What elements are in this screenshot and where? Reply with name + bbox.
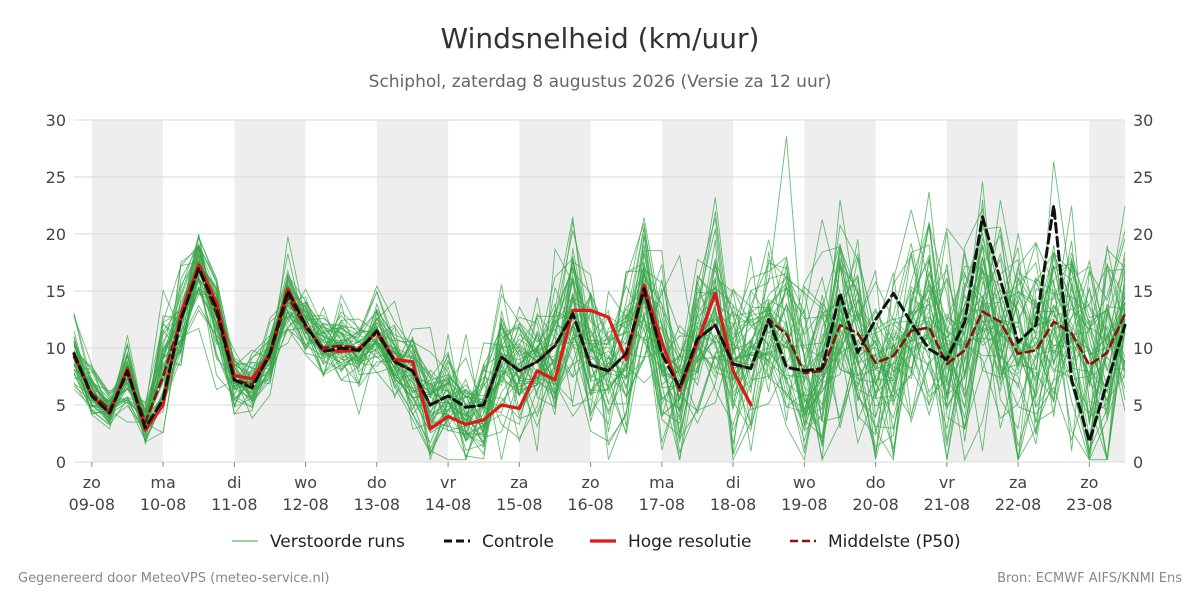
x-tick-date: 19-08 — [781, 495, 828, 514]
x-tick-day: wo — [793, 473, 816, 492]
x-tick-day: za — [510, 473, 528, 492]
ensemble-member-line — [73, 258, 1126, 442]
ensemble-member-line — [73, 200, 1126, 442]
chart-subtitle: Schiphol, zaterdag 8 augustus 2026 (Vers… — [368, 72, 832, 92]
chart-title: Windsnelheid (km/uur) — [440, 22, 760, 55]
x-tick-day: do — [367, 473, 387, 492]
gridlines — [74, 119, 1125, 463]
x-tick-day: ma — [649, 473, 674, 492]
y-tick-label-left: 30 — [46, 111, 66, 130]
y-tick-label-left: 0 — [56, 453, 66, 472]
y-axis-right: 0 5 10 15 20 25 30 — [1133, 111, 1153, 472]
y-tick-label-right: 15 — [1133, 282, 1153, 301]
x-tick-date: 10-08 — [140, 495, 187, 514]
footer-source: Bron: ECMWF AIFS/KNMI Ens — [997, 571, 1182, 586]
y-tick-label-right: 30 — [1133, 111, 1153, 130]
x-tick-day: vr — [440, 473, 456, 492]
x-tick-date: 23-08 — [1066, 495, 1113, 514]
x-axis: zo 09-08 ma 10-08 di 11-08 wo 12-08 do 13-08 vr 14-… — [69, 462, 1113, 514]
ensemble-member-line — [73, 244, 1126, 449]
x-tick-date: 17-08 — [639, 495, 686, 514]
y-tick-label-right: 5 — [1133, 396, 1143, 415]
ensemble-member-line — [73, 199, 1126, 460]
x-tick-date: 22-08 — [995, 495, 1042, 514]
ensemble-member-line — [73, 227, 1126, 460]
ensemble-member-line — [73, 244, 1126, 461]
median-line — [72, 266, 1127, 424]
x-tick-day: di — [227, 473, 242, 492]
legend-label-median: Middelste (P50) — [828, 532, 961, 552]
y-tick-label-left: 20 — [46, 225, 66, 244]
x-tick-date: 11-08 — [211, 495, 258, 514]
x-tick-date: 18-08 — [710, 495, 757, 514]
x-tick-day: za — [1009, 473, 1027, 492]
x-tick-day: do — [866, 473, 886, 492]
legend-label-control: Controle — [482, 532, 554, 552]
y-tick-label-right: 20 — [1133, 225, 1153, 244]
ensemble-member-line — [73, 205, 1126, 460]
x-tick-day: di — [726, 473, 741, 492]
y-tick-label-right: 10 — [1133, 339, 1153, 358]
x-tick-day: vr — [939, 473, 955, 492]
x-tick-day: zo — [1080, 473, 1098, 492]
legend: Verstoorde runs Controle Hoge resolutie Mid… — [232, 532, 961, 552]
ensemble-member-line — [73, 263, 1126, 439]
y-tick-label-left: 5 — [56, 396, 66, 415]
x-tick-date: 12-08 — [282, 495, 329, 514]
y-tick-label-left: 10 — [46, 339, 66, 358]
y-tick-label-left: 25 — [46, 168, 66, 187]
x-tick-date: 16-08 — [567, 495, 614, 514]
x-tick-date: 14-08 — [425, 495, 472, 514]
x-tick-date: 21-08 — [924, 495, 971, 514]
y-tick-label-left: 15 — [46, 282, 66, 301]
control-line — [72, 204, 1127, 443]
x-tick-date: 13-08 — [354, 495, 401, 514]
x-tick-date: 09-08 — [69, 495, 116, 514]
x-tick-day: zo — [83, 473, 101, 492]
ensemble-member-line — [73, 245, 1126, 452]
x-tick-date: 15-08 — [496, 495, 543, 514]
y-axis-left: 0 5 10 15 20 25 30 — [46, 111, 66, 472]
ensemble-member-line — [73, 226, 1126, 456]
x-tick-day: zo — [581, 473, 599, 492]
x-tick-day: ma — [150, 473, 175, 492]
y-tick-label-right: 25 — [1133, 168, 1153, 187]
y-tick-label-right: 0 — [1133, 453, 1143, 472]
ensemble-member-line — [73, 274, 1126, 429]
x-tick-date: 20-08 — [852, 495, 899, 514]
legend-label-hires: Hoge resolutie — [628, 532, 752, 552]
main-series — [72, 204, 1127, 443]
ensemble-lines — [73, 136, 1126, 462]
legend-label-ensemble: Verstoorde runs — [270, 532, 405, 552]
footer-generated-by: Gegenereerd door MeteoVPS (meteo-service… — [18, 571, 330, 586]
x-tick-day: wo — [294, 473, 317, 492]
